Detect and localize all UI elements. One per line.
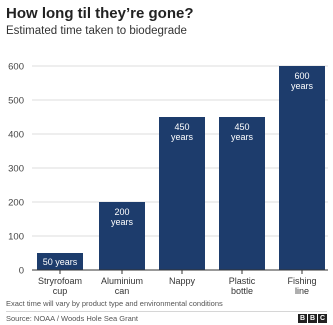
logo-letter-c: C <box>318 314 327 323</box>
x-tick-label: Stryrofoam <box>38 276 82 286</box>
bar-data-label: years <box>111 217 134 227</box>
x-tick-label: Fishing <box>287 276 316 286</box>
chart-note: Exact time will vary by product type and… <box>6 299 223 308</box>
bar <box>219 117 265 270</box>
y-tick-label: 500 <box>8 96 24 107</box>
y-tick-label: 400 <box>8 130 24 141</box>
bar-data-label: 50 years <box>43 257 78 267</box>
bar <box>37 253 83 270</box>
bar <box>99 202 145 270</box>
y-tick-label: 100 <box>8 232 24 243</box>
bbc-logo: B B C <box>298 314 327 323</box>
source-text: Source: NOAA / Woods Hole Sea Grant <box>6 314 139 323</box>
x-tick-label: bottle <box>231 286 253 296</box>
footer-divider <box>6 311 327 312</box>
bar-data-label: years <box>231 132 254 142</box>
x-tick-label: can <box>115 286 130 296</box>
bar-data-label: years <box>291 81 314 91</box>
x-tick-label: Plastic <box>229 276 256 286</box>
y-tick-label: 300 <box>8 164 24 175</box>
logo-letter-b1: B <box>298 314 307 323</box>
x-tick-label: Nappy <box>169 276 196 286</box>
x-tick-label: Aluminium <box>101 276 143 286</box>
bar-data-label: 450 <box>174 122 189 132</box>
logo-letter-b2: B <box>308 314 317 323</box>
bar <box>279 66 325 270</box>
bar-data-label: years <box>171 132 194 142</box>
bar-data-label: 450 <box>234 122 249 132</box>
y-tick-label: 600 <box>8 62 24 73</box>
y-tick-label: 0 <box>19 266 24 277</box>
chart-title: How long til they’re gone? <box>6 5 194 22</box>
bar-data-label: 200 <box>114 207 129 217</box>
chart-subtitle: Estimated time taken to biodegrade <box>6 25 187 37</box>
x-tick-label: cup <box>53 286 68 296</box>
x-tick-label: line <box>295 286 309 296</box>
bar <box>159 117 205 270</box>
bar-data-label: 600 <box>294 71 309 81</box>
y-tick-label: 200 <box>8 198 24 209</box>
